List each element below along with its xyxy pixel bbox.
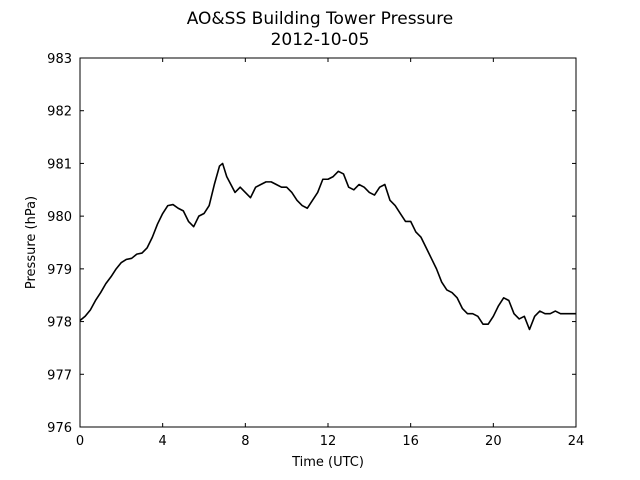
x-tick-label: 8 [241, 434, 249, 449]
x-axis-label: Time (UTC) [291, 455, 364, 470]
y-tick-label: 977 [47, 368, 72, 383]
pressure-series-line [79, 162, 576, 331]
y-tick-label: 981 [47, 157, 72, 172]
y-tick-label: 979 [47, 263, 72, 278]
chart-subtitle: 2012-10-05 [271, 30, 370, 50]
x-tick-label: 24 [568, 434, 585, 449]
x-tick-label: 20 [485, 434, 502, 449]
y-tick-label: 983 [47, 52, 72, 67]
x-tick-label: 0 [76, 434, 84, 449]
y-axis-label: Pressure (hPa) [24, 196, 39, 289]
y-tick-label: 976 [47, 421, 72, 436]
tick-labels: 0 4 8 12 16 20 24 976 977 978 979 980 981 982 983 [47, 52, 584, 449]
plot-area-frame [79, 57, 577, 428]
y-tick-label: 978 [47, 316, 72, 331]
y-tick-label: 982 [47, 105, 72, 120]
x-tick-label: 12 [320, 434, 337, 449]
y-tick-label: 980 [47, 210, 72, 225]
x-tick-label: 16 [402, 434, 419, 449]
chart-title: AO&SS Building Tower Pressure [187, 9, 454, 29]
axis-ticks [79, 57, 577, 428]
x-tick-label: 4 [159, 434, 167, 449]
